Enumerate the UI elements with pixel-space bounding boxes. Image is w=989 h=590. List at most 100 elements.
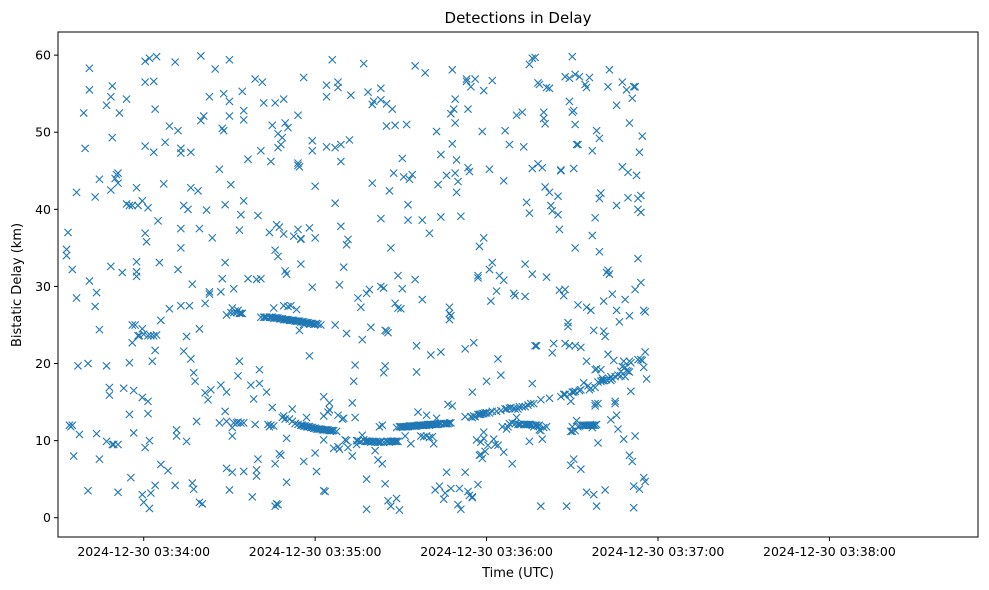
data-point-marker [294,225,302,234]
data-point-marker [226,180,235,189]
data-point-marker [195,324,204,333]
data-point-marker [235,309,244,318]
data-point-marker [501,126,510,135]
data-point-marker [202,206,211,215]
data-point-marker [498,422,507,431]
data-point-marker [481,447,490,456]
data-point-marker [505,140,514,149]
data-point-marker [222,388,231,397]
x-axis: 2024-12-30 03:34:00 2024-12-30 03:35:00 20… [77,537,896,559]
data-point-marker [81,144,90,153]
data-point-marker [295,326,304,335]
data-point-marker [619,357,628,366]
data-point-marker [171,481,180,490]
data-point-marker [145,54,154,63]
data-point-marker [141,229,150,238]
data-point-marker [249,395,258,403]
data-point-marker [366,323,375,332]
data-point-marker [474,271,482,280]
data-point-marker [345,135,354,144]
data-point-marker [299,73,308,82]
x-tick-label: 2024-12-30 03:37:00 [592,544,725,559]
data-point-marker [549,339,558,348]
data-point-marker [371,446,380,455]
data-point-marker [418,216,427,225]
data-point-marker [592,126,601,135]
data-point-marker [461,344,470,353]
x-tick-label: 2024-12-30 03:35:00 [249,544,382,559]
data-point-marker [448,401,457,410]
data-point-marker [611,399,620,408]
data-point-marker [322,142,331,151]
data-point-marker [595,247,604,256]
data-point-marker [388,105,397,114]
data-point-marker [72,188,81,197]
data-point-marker [464,105,472,114]
data-point-marker [598,374,607,383]
data-point-marker [308,283,317,292]
data-point-marker [134,331,142,340]
data-point-marker [486,297,495,306]
data-point-marker [561,285,570,294]
data-point-marker [632,171,641,180]
data-point-marker [286,301,295,310]
data-point-marker [138,393,147,402]
data-point-marker [138,324,147,333]
data-point-marker [128,201,137,210]
data-point-marker [276,451,285,460]
data-point-marker [381,479,390,488]
data-point-marker [91,193,100,201]
data-point-marker [414,408,422,417]
data-point-marker [156,460,165,469]
data-point-marker [448,139,457,148]
data-point-marker [308,146,317,155]
data-point-marker [591,213,600,222]
data-point-marker [335,445,344,454]
data-point-marker [446,484,455,493]
data-point-marker [494,354,502,363]
data-point-marker [542,273,551,282]
data-point-marker [622,85,631,94]
data-point-marker [196,51,205,60]
data-point-marker [319,435,328,444]
data-point-marker [281,118,290,127]
data-point-marker [85,85,94,94]
data-point-marker [451,169,460,178]
data-point-marker [266,157,275,166]
data-point-marker [239,106,248,115]
data-point-marker [545,188,554,197]
data-points [62,51,651,515]
data-point-marker [376,95,385,104]
data-point-marker [639,363,648,372]
data-point-marker [625,311,634,320]
data-point-marker [452,188,461,197]
data-point-marker [511,291,520,300]
data-point-marker [499,276,508,285]
data-point-marker [279,230,288,238]
data-point-marker [624,168,632,177]
data-point-marker [625,368,634,376]
data-point-marker [631,432,640,440]
data-point-marker [125,410,134,419]
data-point-marker [179,347,188,356]
data-point-marker [442,468,451,477]
data-point-marker [456,212,465,221]
data-point-marker [114,440,122,449]
data-point-marker [636,208,645,217]
data-point-marker [628,94,637,103]
data-point-marker [445,418,454,427]
data-point-marker [132,272,141,281]
data-point-marker [456,505,465,514]
data-point-marker [614,425,622,434]
x-tick-label: 2024-12-30 03:38:00 [763,544,896,559]
data-point-marker [514,420,522,429]
data-point-marker [568,52,577,61]
data-point-marker [149,148,158,157]
data-point-marker [444,400,452,409]
data-point-marker [479,434,488,443]
data-point-marker [435,482,444,491]
y-tick-label: 60 [35,48,51,63]
data-point-marker [364,88,372,97]
data-point-marker [399,172,408,181]
